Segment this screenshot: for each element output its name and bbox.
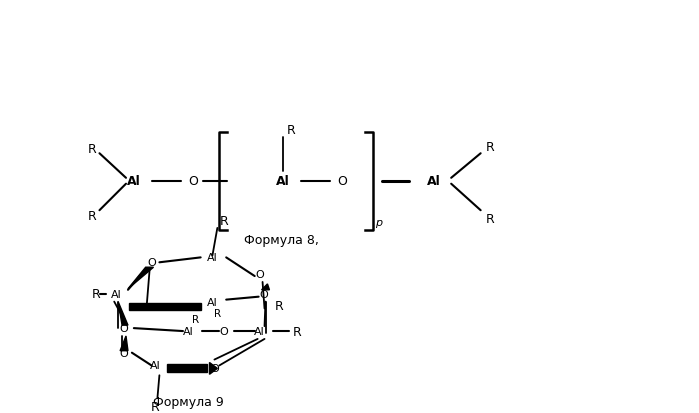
Text: Al: Al [111,289,122,299]
Text: Al: Al [150,361,161,370]
Text: O: O [210,363,219,373]
Text: Формула 9: Формула 9 [152,395,223,408]
Text: Al: Al [207,253,218,263]
Text: R: R [287,124,296,137]
Polygon shape [210,363,217,375]
Text: Al: Al [426,175,440,188]
FancyBboxPatch shape [167,365,207,373]
Text: O: O [259,289,268,299]
Polygon shape [120,336,128,351]
Text: R: R [486,212,495,225]
FancyBboxPatch shape [129,303,201,311]
Polygon shape [118,302,128,325]
Text: O: O [120,348,129,358]
Text: R: R [293,325,301,338]
Text: O: O [337,175,347,188]
Polygon shape [128,268,154,289]
Text: R: R [214,309,221,318]
Text: O: O [120,323,129,333]
Polygon shape [261,284,269,290]
Text: R: R [192,315,199,325]
Text: Формула 8,: Формула 8, [244,234,319,247]
Text: R: R [486,140,495,154]
Text: Al: Al [207,297,218,307]
Text: Al: Al [276,175,290,188]
Text: O: O [220,326,229,336]
Text: Al: Al [127,175,140,188]
Text: p: p [375,218,382,228]
Text: O: O [147,258,156,268]
Text: R: R [88,142,97,155]
Text: R: R [92,287,101,301]
Text: O: O [255,269,264,280]
Text: R: R [220,214,229,227]
Text: R: R [88,209,97,222]
Text: O: O [188,175,198,188]
Text: R: R [275,299,284,312]
Text: R: R [151,400,160,413]
Text: Al: Al [182,326,193,336]
Text: Al: Al [254,326,265,336]
